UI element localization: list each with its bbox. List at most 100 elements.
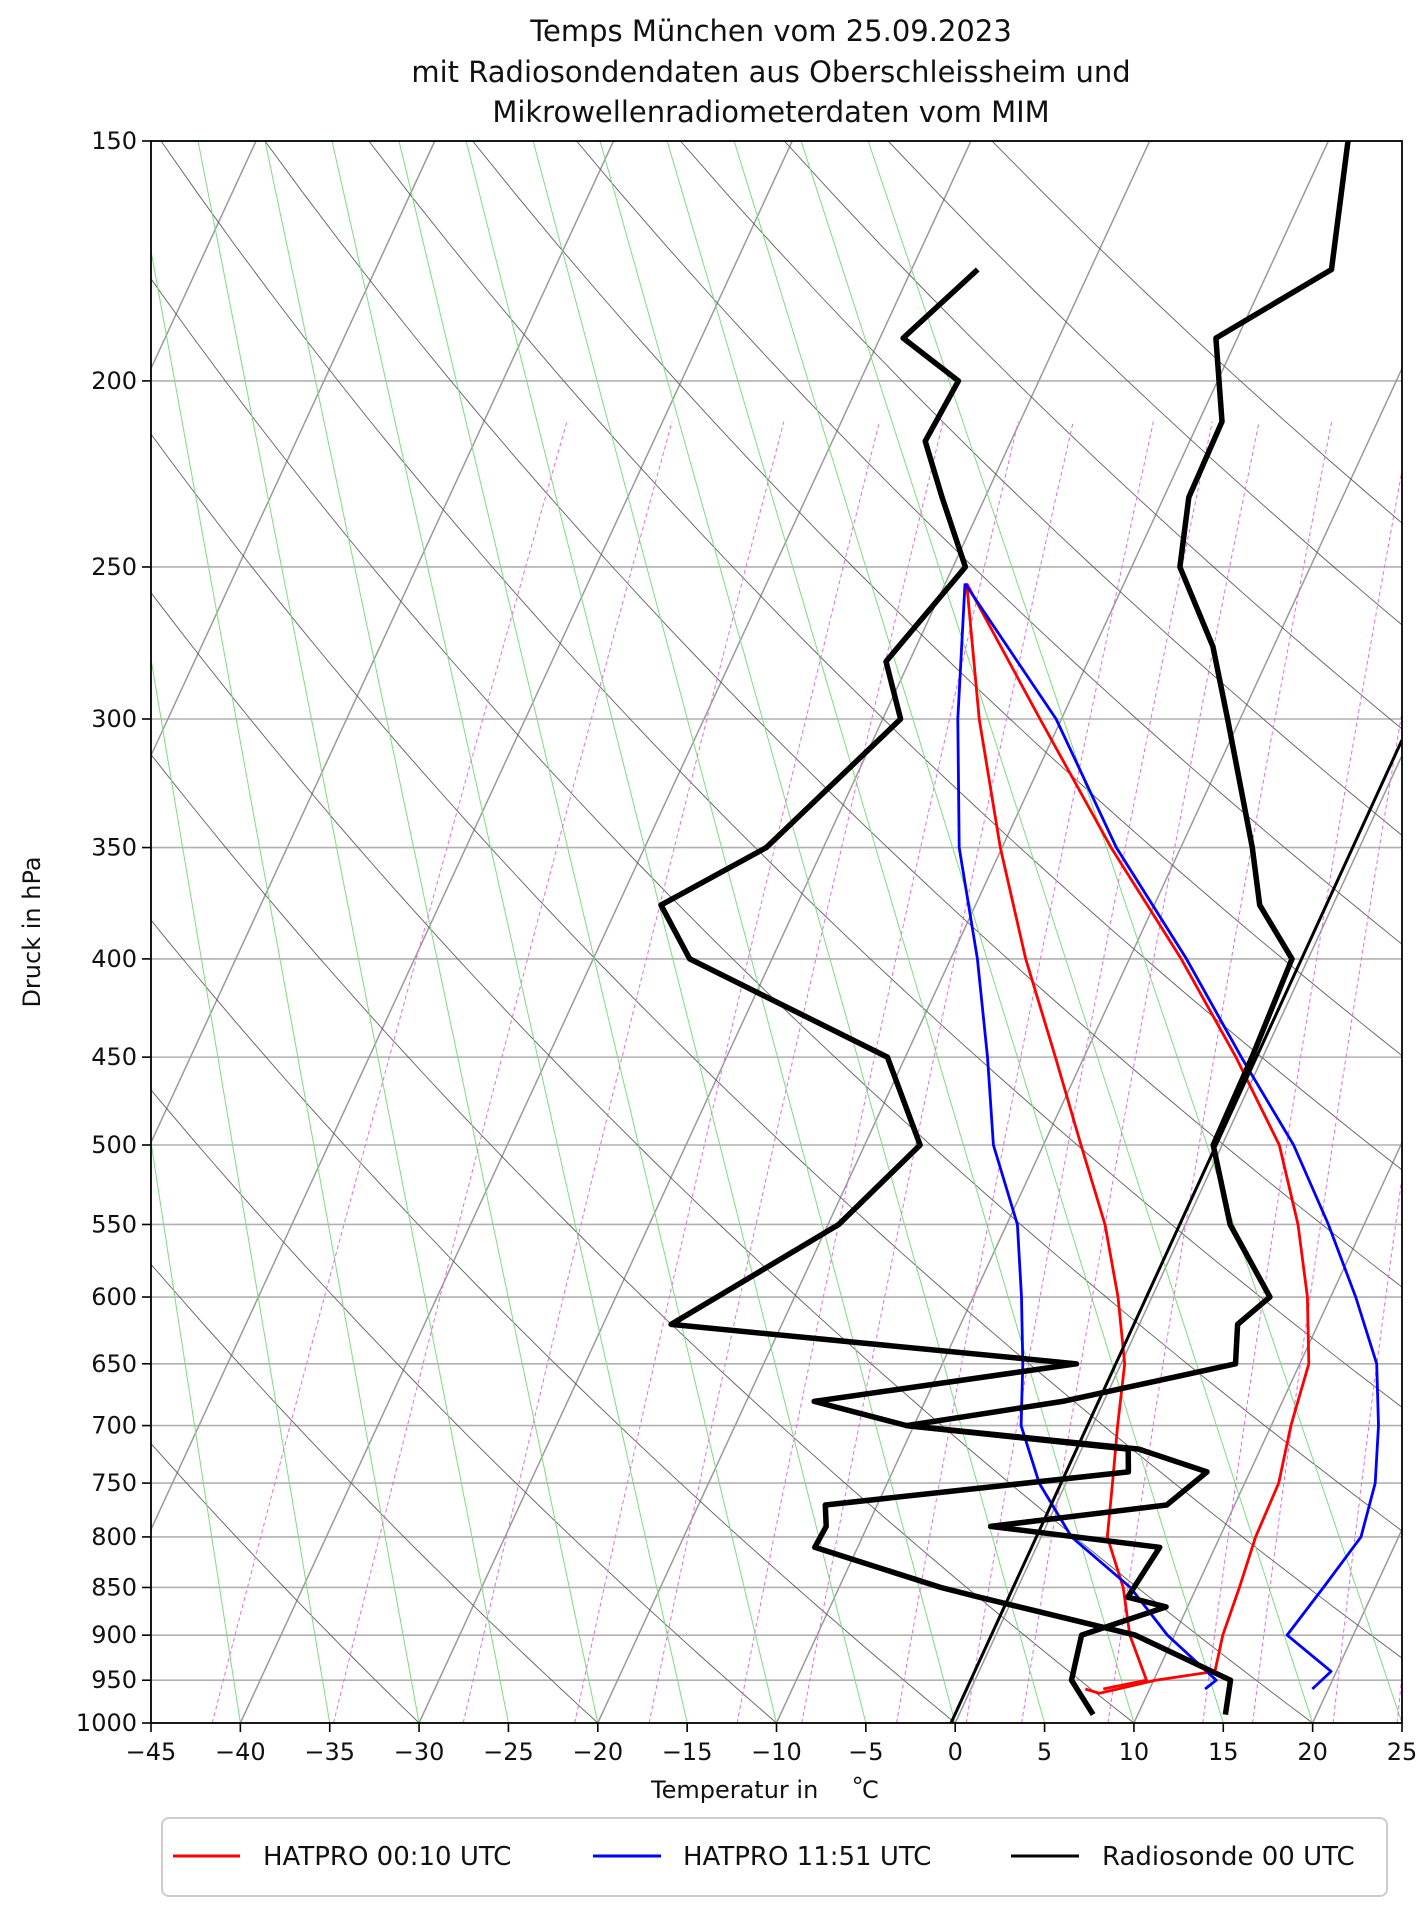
x-tick-label: 0 bbox=[948, 1738, 963, 1766]
y-tick-label: 750 bbox=[91, 1469, 137, 1497]
mixing-ratio-line bbox=[462, 421, 785, 1723]
x-tick-label: −40 bbox=[215, 1738, 266, 1766]
legend-item-hatpro-1151: HATPRO 11:51 UTC bbox=[593, 1842, 931, 1872]
isotherm-line bbox=[239, 141, 972, 1723]
isotherm-line bbox=[151, 141, 793, 1532]
y-tick-label: 450 bbox=[91, 1043, 137, 1071]
y-axis-label: Druck in hPa bbox=[18, 856, 46, 1007]
mixing-ratio-line bbox=[211, 421, 568, 1723]
moist-adiabat-line bbox=[264, 141, 599, 1723]
y-tick-label: 350 bbox=[91, 834, 137, 862]
isotherm-line bbox=[1133, 1140, 1402, 1723]
moist-adiabat-line bbox=[733, 141, 1224, 1723]
y-tick-label: 250 bbox=[91, 553, 137, 581]
moist-adiabats bbox=[151, 141, 1402, 1723]
isotherm-line bbox=[151, 141, 436, 758]
x-tick-label: 15 bbox=[1208, 1738, 1239, 1766]
mixing-ratio-line bbox=[965, 421, 1213, 1723]
dry-adiabat-line bbox=[160, 141, 1402, 1408]
y-tick-label: 700 bbox=[91, 1412, 137, 1440]
isotherm-line bbox=[775, 366, 1402, 1723]
x-tick-label: −30 bbox=[394, 1738, 445, 1766]
title-line-3: Mikrowellenradiometerdaten vom MIM bbox=[492, 95, 1049, 129]
mixing-ratio-line bbox=[648, 421, 944, 1723]
legend-box bbox=[161, 1817, 1388, 1897]
dry-adiabat-line bbox=[151, 591, 1313, 1723]
legend-item-hatpro-0010: HATPRO 00:10 UTC bbox=[173, 1842, 511, 1872]
mixing-ratio-line bbox=[896, 421, 1154, 1723]
series-1-dewpoint-line bbox=[963, 582, 1380, 1691]
x-axis-label-degree: ∘ bbox=[850, 1766, 865, 1794]
dry-adiabat-line bbox=[680, 141, 1402, 836]
y-tick-label: 950 bbox=[91, 1666, 137, 1694]
moist-adiabat-line bbox=[398, 141, 777, 1723]
dry-adiabat-line bbox=[368, 141, 1402, 1171]
y-tick-label: 600 bbox=[91, 1283, 137, 1311]
isotherm-line bbox=[418, 141, 1151, 1723]
y-tick-label: 800 bbox=[91, 1523, 137, 1551]
y-tick-label: 150 bbox=[91, 127, 137, 155]
y-tick-label: 300 bbox=[91, 705, 137, 733]
x-tick-label: −35 bbox=[304, 1738, 355, 1766]
zero-isotherm-line bbox=[949, 739, 1402, 1723]
moist-adiabat-line bbox=[666, 141, 1135, 1723]
legend-label-radiosonde: Radiosonde 00 UTC bbox=[1102, 1842, 1355, 1872]
series-0-temperature-line bbox=[965, 583, 1148, 1691]
moist-adiabat-line bbox=[197, 141, 509, 1723]
legend: HATPRO 00:10 UTC HATPRO 11:51 UTC Radios… bbox=[161, 1817, 1388, 1897]
series-2-dewpoint-line bbox=[658, 267, 1234, 1716]
title-line-2: mit Radiosondendaten aus Oberschleisshei… bbox=[411, 55, 1130, 89]
y-tick-label: 650 bbox=[91, 1350, 137, 1378]
mixing-ratio-line bbox=[801, 421, 1074, 1723]
x-tick-label: −20 bbox=[572, 1738, 623, 1766]
isotherm-line bbox=[597, 141, 1330, 1723]
y-tick-label: 500 bbox=[91, 1131, 137, 1159]
x-tick-label: 5 bbox=[1037, 1738, 1052, 1766]
y-tick-label: 550 bbox=[91, 1210, 137, 1238]
x-tick-label: 25 bbox=[1387, 1738, 1418, 1766]
dry-adiabat-line bbox=[151, 1089, 777, 1723]
mixing-ratio-line bbox=[1021, 421, 1260, 1723]
series-2-temperature-line bbox=[903, 141, 1351, 1717]
moist-adiabat-line bbox=[465, 141, 867, 1723]
mixing-ratio-line bbox=[574, 421, 880, 1723]
x-tick-label: 10 bbox=[1119, 1738, 1150, 1766]
dry-adiabat-line bbox=[151, 278, 1402, 1532]
y-tick-label: 1000 bbox=[76, 1709, 137, 1737]
dry-adiabat-line bbox=[151, 1442, 420, 1723]
isotherm-line bbox=[954, 753, 1402, 1723]
plot-area bbox=[151, 141, 1402, 1723]
series-layer bbox=[658, 141, 1380, 1717]
x-tick-label: −5 bbox=[848, 1738, 883, 1766]
skewed-isotherms bbox=[151, 141, 1402, 1723]
moist-adiabat-line bbox=[151, 1139, 241, 1723]
mixing-ratio-line bbox=[736, 421, 1019, 1723]
x-tick-label: −15 bbox=[662, 1738, 713, 1766]
legend-label-hatpro-0010: HATPRO 00:10 UTC bbox=[263, 1842, 511, 1872]
y-axis-ticks: 150 200 250 300 350 400 450 500 550 600 650 700 750 8… bbox=[76, 127, 151, 1737]
isotherm-line bbox=[151, 141, 615, 1145]
dry-adiabat-line bbox=[472, 141, 1402, 1057]
dry-adiabat-line bbox=[151, 1263, 599, 1723]
mixing-ratio-line bbox=[333, 421, 673, 1723]
pressure-gridlines bbox=[151, 141, 1402, 1723]
moist-adiabat-line bbox=[331, 141, 688, 1723]
title-line-1: Temps München vom 25.09.2023 bbox=[529, 14, 1012, 48]
chart-title: Temps München vom 25.09.2023 mit Radioso… bbox=[411, 14, 1130, 129]
series-0-dewpoint-line bbox=[965, 582, 1311, 1695]
y-tick-label: 400 bbox=[91, 945, 137, 973]
x-tick-label: −25 bbox=[483, 1738, 534, 1766]
dry-adiabat-line bbox=[576, 141, 1402, 945]
legend-label-hatpro-1151: HATPRO 11:51 UTC bbox=[683, 1842, 931, 1872]
dry-adiabat-line bbox=[264, 141, 1402, 1288]
moist-adiabat-line bbox=[867, 141, 1402, 1723]
x-axis-ticks: −45 −40 −35 −30 −25 −20 −15 −10 −5 0 5 10 15 20 25 bbox=[126, 1723, 1418, 1766]
dry-adiabat-line bbox=[151, 919, 956, 1723]
x-tick-label: 20 bbox=[1297, 1738, 1328, 1766]
x-axis-label-text: Temperatur in bbox=[650, 1776, 818, 1804]
mixing-ratio-line bbox=[1332, 1174, 1402, 1723]
x-axis-label-unit: C bbox=[862, 1776, 879, 1804]
x-axis-label: Temperatur in ∘ C bbox=[650, 1766, 879, 1804]
